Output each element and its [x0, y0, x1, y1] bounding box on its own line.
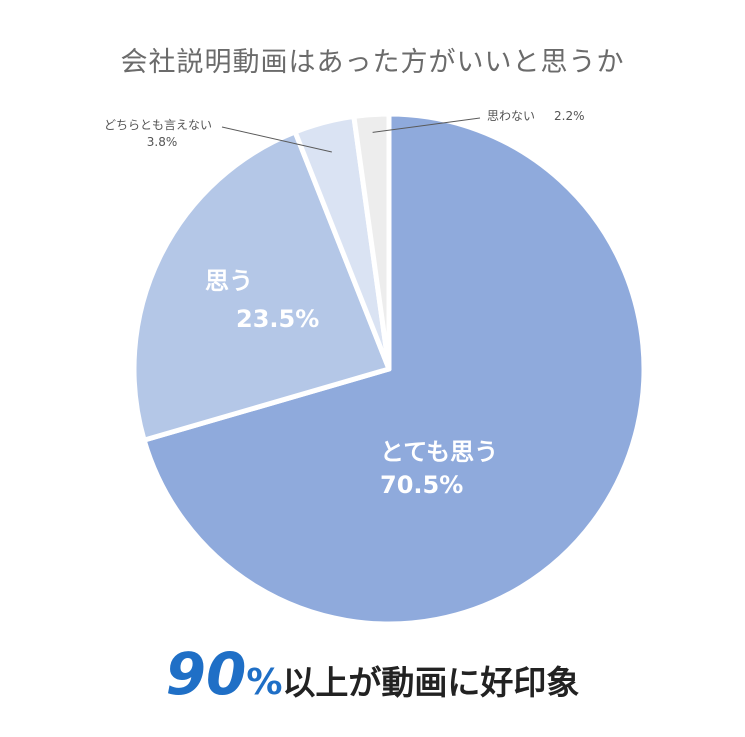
- conclusion-percent-sign: %: [246, 662, 283, 703]
- slice-value-not: 2.2%: [554, 109, 585, 123]
- leader-line-not: [372, 117, 481, 133]
- conclusion-big-number: 90: [165, 640, 247, 708]
- pie-slice-not: [351, 111, 392, 372]
- chart-title: 会社説明動画はあった方がいいと思うか: [120, 47, 625, 78]
- pie-slice-very-much: [141, 111, 647, 627]
- conclusion-text: 90%以上が動画に好印象: [0, 640, 745, 708]
- slice-value-somewhat: 23.5%: [236, 305, 319, 333]
- slice-label-neutral: どちらとも言えない: [104, 118, 212, 132]
- slice-value-neutral: 3.8%: [147, 135, 178, 149]
- slice-label-very-much: とても思う: [380, 438, 498, 466]
- slice-value-very-much: 70.5%: [380, 471, 463, 499]
- slice-label-somewhat: 思う: [205, 267, 253, 295]
- leader-line-neutral: [221, 126, 332, 153]
- conclusion-phrase: 以上が動画に好印象: [282, 663, 580, 702]
- slice-label-not: 思わない: [487, 109, 535, 123]
